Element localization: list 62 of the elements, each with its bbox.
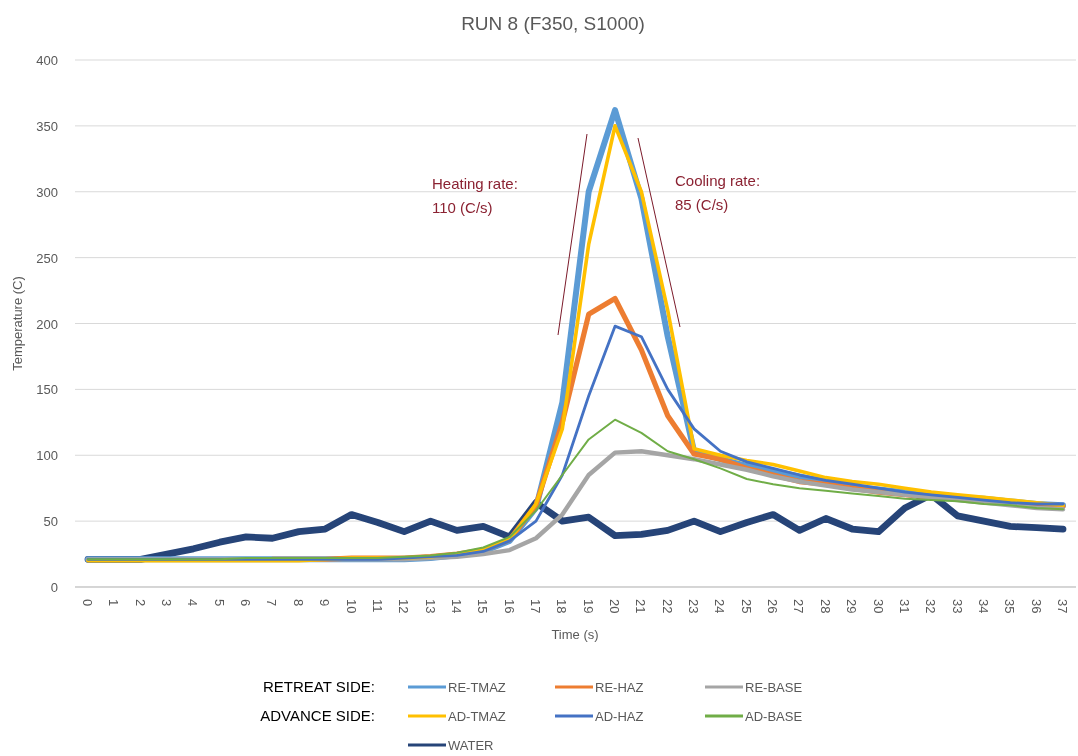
text: ADVANCE SIDE:: [260, 707, 375, 724]
y-tick-label: 350: [36, 118, 58, 134]
x-tick-label: 16: [501, 599, 517, 614]
x-axis-title: Time (s): [551, 627, 599, 642]
annotation: Heating rate: 110 (C/s): [432, 175, 518, 216]
legend-label: RE-TMAZ: [448, 680, 506, 695]
x-tick-label: 6: [238, 599, 254, 607]
legend-label: AD-HAZ: [595, 709, 644, 724]
y-tick-label: 100: [36, 448, 58, 464]
x-tick-label: 2: [132, 599, 148, 607]
text: RETREAT SIDE:: [263, 678, 375, 695]
x-tick-label: 31: [896, 599, 912, 614]
x-tick-label: 34: [975, 599, 991, 614]
x-tick-label: 9: [317, 599, 333, 607]
x-tick-label: 27: [791, 599, 807, 614]
x-tick-label: 20: [607, 599, 623, 614]
legend-label: RE-BASE: [745, 680, 803, 695]
y-tick-label: 50: [43, 514, 58, 530]
annotation: Cooling rate: 85 (C/s): [675, 172, 761, 213]
x-tick-label: 29: [844, 599, 860, 614]
x-tick-label: 35: [1002, 599, 1018, 614]
x-tick-label: 3: [159, 599, 175, 607]
x-tick-label: 23: [686, 599, 702, 614]
x-tick-label: 33: [949, 599, 965, 614]
x-tick-label: 8: [290, 599, 306, 607]
y-axis-title: Temperature (C): [10, 276, 25, 371]
x-tick-label: 21: [633, 599, 649, 614]
y-tick-label: 0: [50, 580, 58, 595]
x-tick-label: 10: [343, 599, 359, 614]
x-tick-label: 13: [422, 599, 438, 614]
x-tick-label: 18: [554, 599, 570, 614]
x-tick-label: 14: [448, 599, 464, 614]
legend-label: WATER: [448, 738, 494, 753]
x-tick-label: 12: [396, 599, 412, 614]
x-tick-label: 15: [475, 599, 491, 614]
x-tick-label: 19: [580, 599, 596, 614]
x-tick-label: 26: [765, 599, 781, 614]
x-tick-label: 4: [185, 599, 201, 607]
x-tick-label: 32: [923, 599, 939, 614]
chart-title: RUN 8 (F350, S1000): [461, 13, 645, 34]
x-tick-label: 30: [870, 599, 886, 614]
x-tick-label: 17: [527, 599, 543, 614]
x-tick-label: 7: [264, 599, 280, 607]
y-tick-label: 400: [36, 53, 58, 68]
x-tick-label: 0: [80, 599, 95, 607]
x-tick-label: 36: [1028, 599, 1044, 614]
x-tick-label: 1: [106, 599, 122, 607]
y-tick-label: 250: [36, 250, 58, 266]
x-tick-label: 22: [659, 599, 675, 614]
x-tick-label: 24: [712, 599, 728, 614]
legend-label: AD-TMAZ: [448, 709, 506, 724]
y-tick-label: 150: [36, 382, 58, 398]
x-tick-label: 28: [817, 599, 833, 614]
x-tick-label: 37: [1055, 599, 1070, 614]
x-tick-label: 5: [211, 599, 227, 607]
legend-label: AD-BASE: [745, 709, 803, 724]
x-tick-label: 25: [738, 599, 754, 614]
x-tick-label: 11: [369, 599, 385, 613]
y-tick-label: 200: [36, 316, 58, 332]
y-tick-label: 300: [36, 184, 58, 200]
line-series: [87, 418, 1064, 561]
legend-label: RE-HAZ: [595, 680, 644, 695]
